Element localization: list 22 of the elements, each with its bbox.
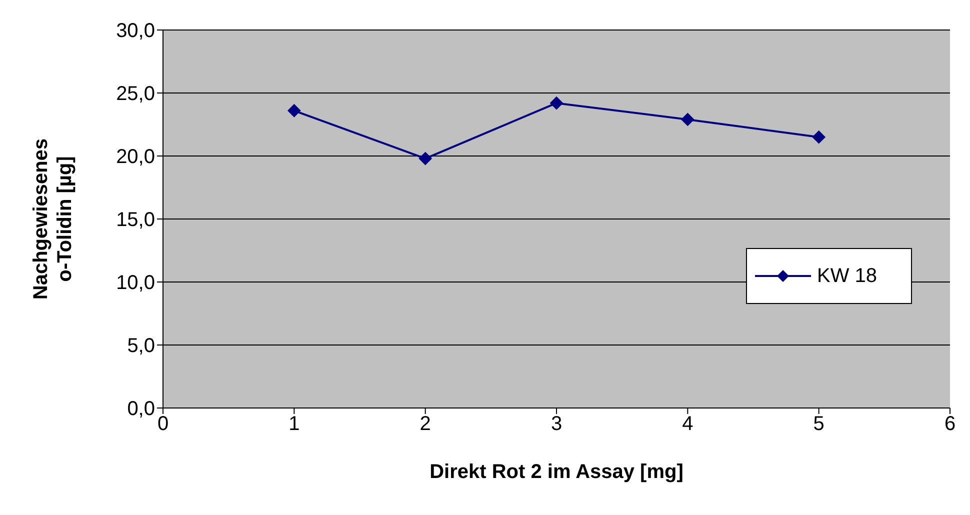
y-tick-label: 10,0: [116, 272, 155, 294]
point: [550, 96, 563, 110]
y-axis-title: Nachgewiesenes o-Tolidin [µg]: [30, 138, 76, 300]
x-tick-label: 6: [944, 413, 956, 436]
x-tick-label: 2: [420, 413, 431, 436]
y-tick-label: 15,0: [116, 209, 155, 232]
y-tick-label: 30,0: [116, 20, 155, 42]
x-tick-label: 3: [550, 413, 562, 436]
point: [812, 130, 826, 144]
point: [288, 104, 301, 118]
x-tick-label: 0: [157, 413, 169, 436]
x-tick-label: 4: [682, 413, 694, 436]
point: [681, 112, 694, 126]
x-axis-title: Direkt Rot 2 im Assay [mg]: [430, 461, 684, 483]
point: [418, 152, 432, 166]
legend-label: KW 18: [817, 264, 878, 288]
y-tick-label: 25,0: [116, 83, 155, 106]
y-tick-label: 20,0: [116, 146, 155, 168]
x-tick-label: 5: [813, 413, 824, 436]
y-tick-label: 5,0: [127, 335, 155, 358]
y-tick-label: 0,0: [127, 398, 155, 420]
x-tick-label: 1: [288, 413, 300, 436]
